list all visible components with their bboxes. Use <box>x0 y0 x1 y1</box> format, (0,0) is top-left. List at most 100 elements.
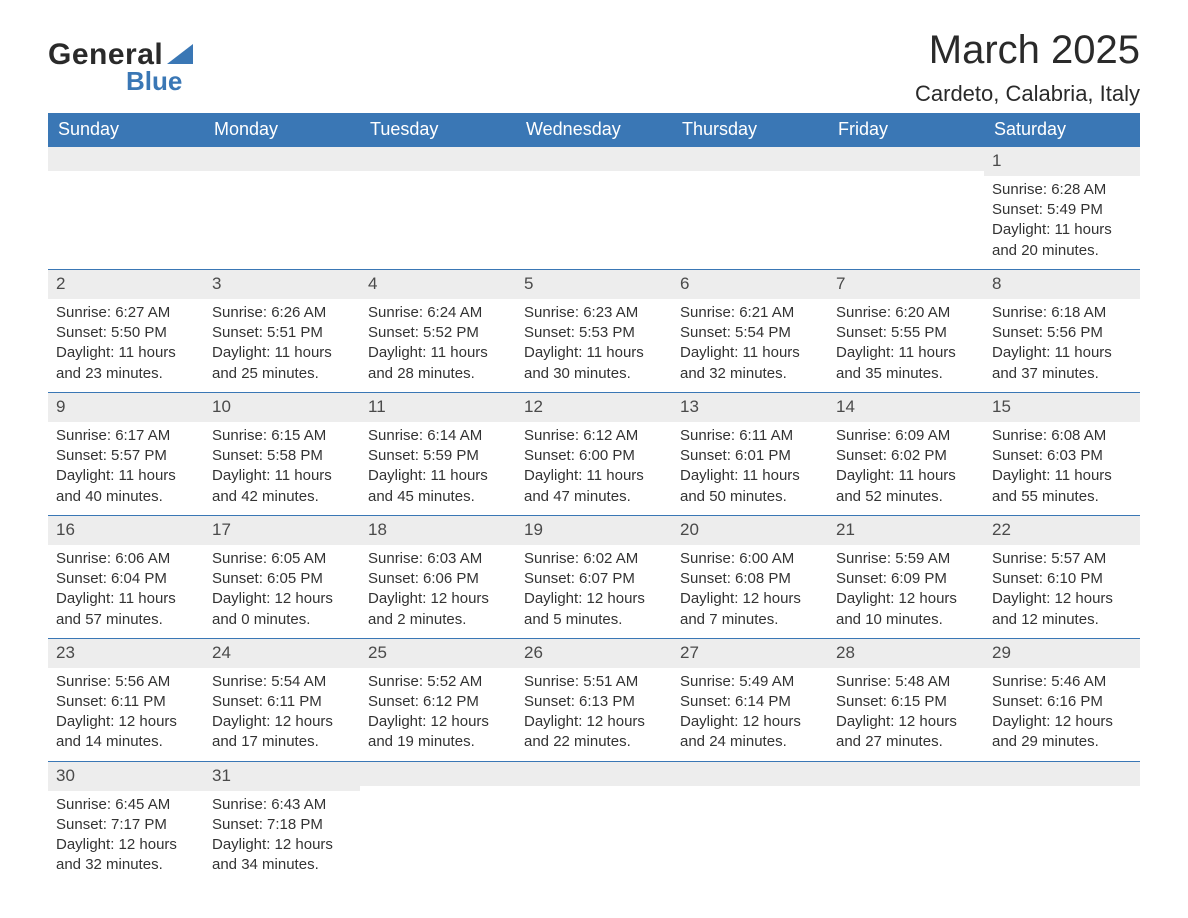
day-number: 10 <box>204 393 360 422</box>
day-details <box>828 171 984 191</box>
calendar-day-cell: 22Sunrise: 5:57 AMSunset: 6:10 PMDayligh… <box>984 515 1140 638</box>
sunset-text: Sunset: 6:06 PM <box>368 569 508 589</box>
daylight-text: Daylight: 11 hours and 28 minutes. <box>368 343 508 384</box>
day-details <box>672 786 828 806</box>
day-details <box>48 171 204 191</box>
daylight-text: Daylight: 11 hours and 45 minutes. <box>368 466 508 507</box>
day-details <box>672 171 828 191</box>
calendar-day-cell <box>204 147 360 270</box>
daylight-text: Daylight: 12 hours and 17 minutes. <box>212 712 352 753</box>
sunset-text: Sunset: 7:17 PM <box>56 815 196 835</box>
day-number: 9 <box>48 393 204 422</box>
day-details: Sunrise: 6:09 AMSunset: 6:02 PMDaylight:… <box>828 422 984 515</box>
calendar-day-cell <box>516 147 672 270</box>
sunrise-text: Sunrise: 5:56 AM <box>56 672 196 692</box>
sunset-text: Sunset: 5:54 PM <box>680 323 820 343</box>
sunrise-text: Sunrise: 6:06 AM <box>56 549 196 569</box>
sunrise-text: Sunrise: 6:08 AM <box>992 426 1132 446</box>
daylight-text: Daylight: 11 hours and 37 minutes. <box>992 343 1132 384</box>
day-details <box>516 171 672 191</box>
day-details: Sunrise: 6:45 AMSunset: 7:17 PMDaylight:… <box>48 791 204 884</box>
sunrise-text: Sunrise: 6:28 AM <box>992 180 1132 200</box>
day-details: Sunrise: 5:46 AMSunset: 6:16 PMDaylight:… <box>984 668 1140 761</box>
day-number: 7 <box>828 270 984 299</box>
header: General Blue March 2025 Cardeto, Calabri… <box>48 28 1140 107</box>
day-number: 30 <box>48 762 204 791</box>
sunrise-text: Sunrise: 5:59 AM <box>836 549 976 569</box>
day-number: 16 <box>48 516 204 545</box>
weekday-header: Saturday <box>984 113 1140 147</box>
calendar-day-cell: 9Sunrise: 6:17 AMSunset: 5:57 PMDaylight… <box>48 392 204 515</box>
calendar-day-cell: 3Sunrise: 6:26 AMSunset: 5:51 PMDaylight… <box>204 269 360 392</box>
day-details <box>204 171 360 191</box>
sunrise-text: Sunrise: 5:46 AM <box>992 672 1132 692</box>
calendar-day-cell: 17Sunrise: 6:05 AMSunset: 6:05 PMDayligh… <box>204 515 360 638</box>
day-number: 15 <box>984 393 1140 422</box>
day-details: Sunrise: 6:27 AMSunset: 5:50 PMDaylight:… <box>48 299 204 392</box>
sunrise-text: Sunrise: 6:03 AM <box>368 549 508 569</box>
sunset-text: Sunset: 6:08 PM <box>680 569 820 589</box>
day-details: Sunrise: 6:03 AMSunset: 6:06 PMDaylight:… <box>360 545 516 638</box>
weekday-header: Monday <box>204 113 360 147</box>
calendar-week-row: 16Sunrise: 6:06 AMSunset: 6:04 PMDayligh… <box>48 515 1140 638</box>
calendar-week-row: 9Sunrise: 6:17 AMSunset: 5:57 PMDaylight… <box>48 392 1140 515</box>
sunset-text: Sunset: 6:12 PM <box>368 692 508 712</box>
daylight-text: Daylight: 12 hours and 24 minutes. <box>680 712 820 753</box>
day-details: Sunrise: 6:15 AMSunset: 5:58 PMDaylight:… <box>204 422 360 515</box>
sunset-text: Sunset: 6:14 PM <box>680 692 820 712</box>
calendar-day-cell: 6Sunrise: 6:21 AMSunset: 5:54 PMDaylight… <box>672 269 828 392</box>
daylight-text: Daylight: 11 hours and 55 minutes. <box>992 466 1132 507</box>
daylight-text: Daylight: 12 hours and 14 minutes. <box>56 712 196 753</box>
day-number: 28 <box>828 639 984 668</box>
sunset-text: Sunset: 6:09 PM <box>836 569 976 589</box>
day-number: 14 <box>828 393 984 422</box>
calendar-day-cell: 15Sunrise: 6:08 AMSunset: 6:03 PMDayligh… <box>984 392 1140 515</box>
day-number <box>48 147 204 171</box>
day-number: 17 <box>204 516 360 545</box>
day-number: 5 <box>516 270 672 299</box>
daylight-text: Daylight: 12 hours and 19 minutes. <box>368 712 508 753</box>
daylight-text: Daylight: 11 hours and 25 minutes. <box>212 343 352 384</box>
calendar-day-cell: 27Sunrise: 5:49 AMSunset: 6:14 PMDayligh… <box>672 638 828 761</box>
sunrise-text: Sunrise: 5:48 AM <box>836 672 976 692</box>
day-details: Sunrise: 6:28 AMSunset: 5:49 PMDaylight:… <box>984 176 1140 269</box>
day-details: Sunrise: 5:52 AMSunset: 6:12 PMDaylight:… <box>360 668 516 761</box>
calendar-day-cell <box>360 761 516 883</box>
day-number: 22 <box>984 516 1140 545</box>
daylight-text: Daylight: 12 hours and 0 minutes. <box>212 589 352 630</box>
day-details: Sunrise: 5:54 AMSunset: 6:11 PMDaylight:… <box>204 668 360 761</box>
weekday-header-row: Sunday Monday Tuesday Wednesday Thursday… <box>48 113 1140 147</box>
daylight-text: Daylight: 11 hours and 42 minutes. <box>212 466 352 507</box>
calendar-day-cell: 10Sunrise: 6:15 AMSunset: 5:58 PMDayligh… <box>204 392 360 515</box>
sunset-text: Sunset: 5:52 PM <box>368 323 508 343</box>
daylight-text: Daylight: 12 hours and 32 minutes. <box>56 835 196 876</box>
sunset-text: Sunset: 5:57 PM <box>56 446 196 466</box>
day-number: 18 <box>360 516 516 545</box>
daylight-text: Daylight: 11 hours and 30 minutes. <box>524 343 664 384</box>
sunset-text: Sunset: 5:51 PM <box>212 323 352 343</box>
day-number <box>984 762 1140 786</box>
day-number: 21 <box>828 516 984 545</box>
calendar-day-cell: 28Sunrise: 5:48 AMSunset: 6:15 PMDayligh… <box>828 638 984 761</box>
day-details: Sunrise: 6:24 AMSunset: 5:52 PMDaylight:… <box>360 299 516 392</box>
daylight-text: Daylight: 11 hours and 35 minutes. <box>836 343 976 384</box>
sunset-text: Sunset: 5:53 PM <box>524 323 664 343</box>
day-details: Sunrise: 6:20 AMSunset: 5:55 PMDaylight:… <box>828 299 984 392</box>
day-number <box>204 147 360 171</box>
day-details: Sunrise: 5:56 AMSunset: 6:11 PMDaylight:… <box>48 668 204 761</box>
day-number: 11 <box>360 393 516 422</box>
day-details: Sunrise: 6:17 AMSunset: 5:57 PMDaylight:… <box>48 422 204 515</box>
calendar-day-cell: 25Sunrise: 5:52 AMSunset: 6:12 PMDayligh… <box>360 638 516 761</box>
sunrise-text: Sunrise: 5:51 AM <box>524 672 664 692</box>
calendar-day-cell: 12Sunrise: 6:12 AMSunset: 6:00 PMDayligh… <box>516 392 672 515</box>
daylight-text: Daylight: 11 hours and 57 minutes. <box>56 589 196 630</box>
day-number <box>828 147 984 171</box>
day-details: Sunrise: 6:02 AMSunset: 6:07 PMDaylight:… <box>516 545 672 638</box>
daylight-text: Daylight: 12 hours and 12 minutes. <box>992 589 1132 630</box>
sunset-text: Sunset: 6:11 PM <box>56 692 196 712</box>
calendar-day-cell: 24Sunrise: 5:54 AMSunset: 6:11 PMDayligh… <box>204 638 360 761</box>
calendar-day-cell: 7Sunrise: 6:20 AMSunset: 5:55 PMDaylight… <box>828 269 984 392</box>
day-number: 3 <box>204 270 360 299</box>
weekday-header: Wednesday <box>516 113 672 147</box>
calendar-day-cell: 14Sunrise: 6:09 AMSunset: 6:02 PMDayligh… <box>828 392 984 515</box>
